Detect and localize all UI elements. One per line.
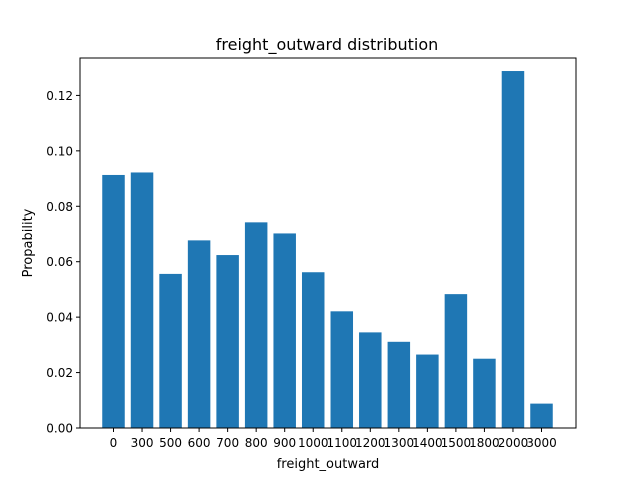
y-tick-label: 0.04 (46, 311, 73, 325)
x-tick-label: 800 (245, 436, 268, 450)
bar (301, 272, 325, 428)
y-tick-label: 0.10 (46, 144, 73, 158)
x-tick-label: 1100 (326, 436, 357, 450)
x-tick-label: 1000 (298, 436, 329, 450)
bar (530, 403, 553, 428)
bar (330, 311, 354, 428)
y-axis-label: Propability (21, 208, 36, 277)
y-axis-ticks: 0.00 0.02 0.04 0.06 0.08 0.10 0.12 (46, 89, 80, 436)
y-tick-label: 0.00 (46, 422, 73, 436)
bar (130, 172, 154, 428)
x-tick-label: 0 (110, 436, 118, 450)
x-tick-label: 1800 (469, 436, 500, 450)
x-tick-label: 3000 (526, 436, 557, 450)
bar (102, 174, 125, 428)
x-tick-label: 1400 (412, 436, 443, 450)
x-tick-label: 1500 (441, 436, 472, 450)
bar (416, 354, 439, 428)
chart-title: freight_outward distribution (216, 35, 439, 55)
x-tick-label: 600 (188, 436, 211, 450)
x-tick-label: 500 (159, 436, 182, 450)
y-tick-label: 0.08 (46, 200, 73, 214)
x-axis-ticks: 0 300 500 600 700 800 900 100011001200130014001… (110, 428, 557, 450)
bar (501, 71, 525, 428)
y-tick-label: 0.06 (46, 255, 73, 269)
y-tick-label: 0.12 (46, 89, 73, 103)
x-tick-label: 2000 (498, 436, 529, 450)
x-tick-label: 1200 (355, 436, 386, 450)
bar (444, 294, 468, 428)
bar (473, 358, 496, 428)
x-tick-label: 300 (131, 436, 154, 450)
bar (387, 341, 411, 428)
bar (187, 240, 211, 428)
y-tick-label: 0.02 (46, 366, 73, 380)
x-axis-label: freight_outward (277, 457, 380, 472)
x-tick-label: 900 (273, 436, 296, 450)
bar (359, 332, 382, 428)
x-tick-label: 1300 (384, 436, 415, 450)
bar-series (102, 71, 553, 428)
x-tick-label: 700 (216, 436, 239, 450)
bar (159, 273, 182, 428)
bar (244, 222, 268, 428)
bar (216, 255, 239, 428)
bar (273, 233, 296, 428)
axes-frame (79, 57, 577, 429)
